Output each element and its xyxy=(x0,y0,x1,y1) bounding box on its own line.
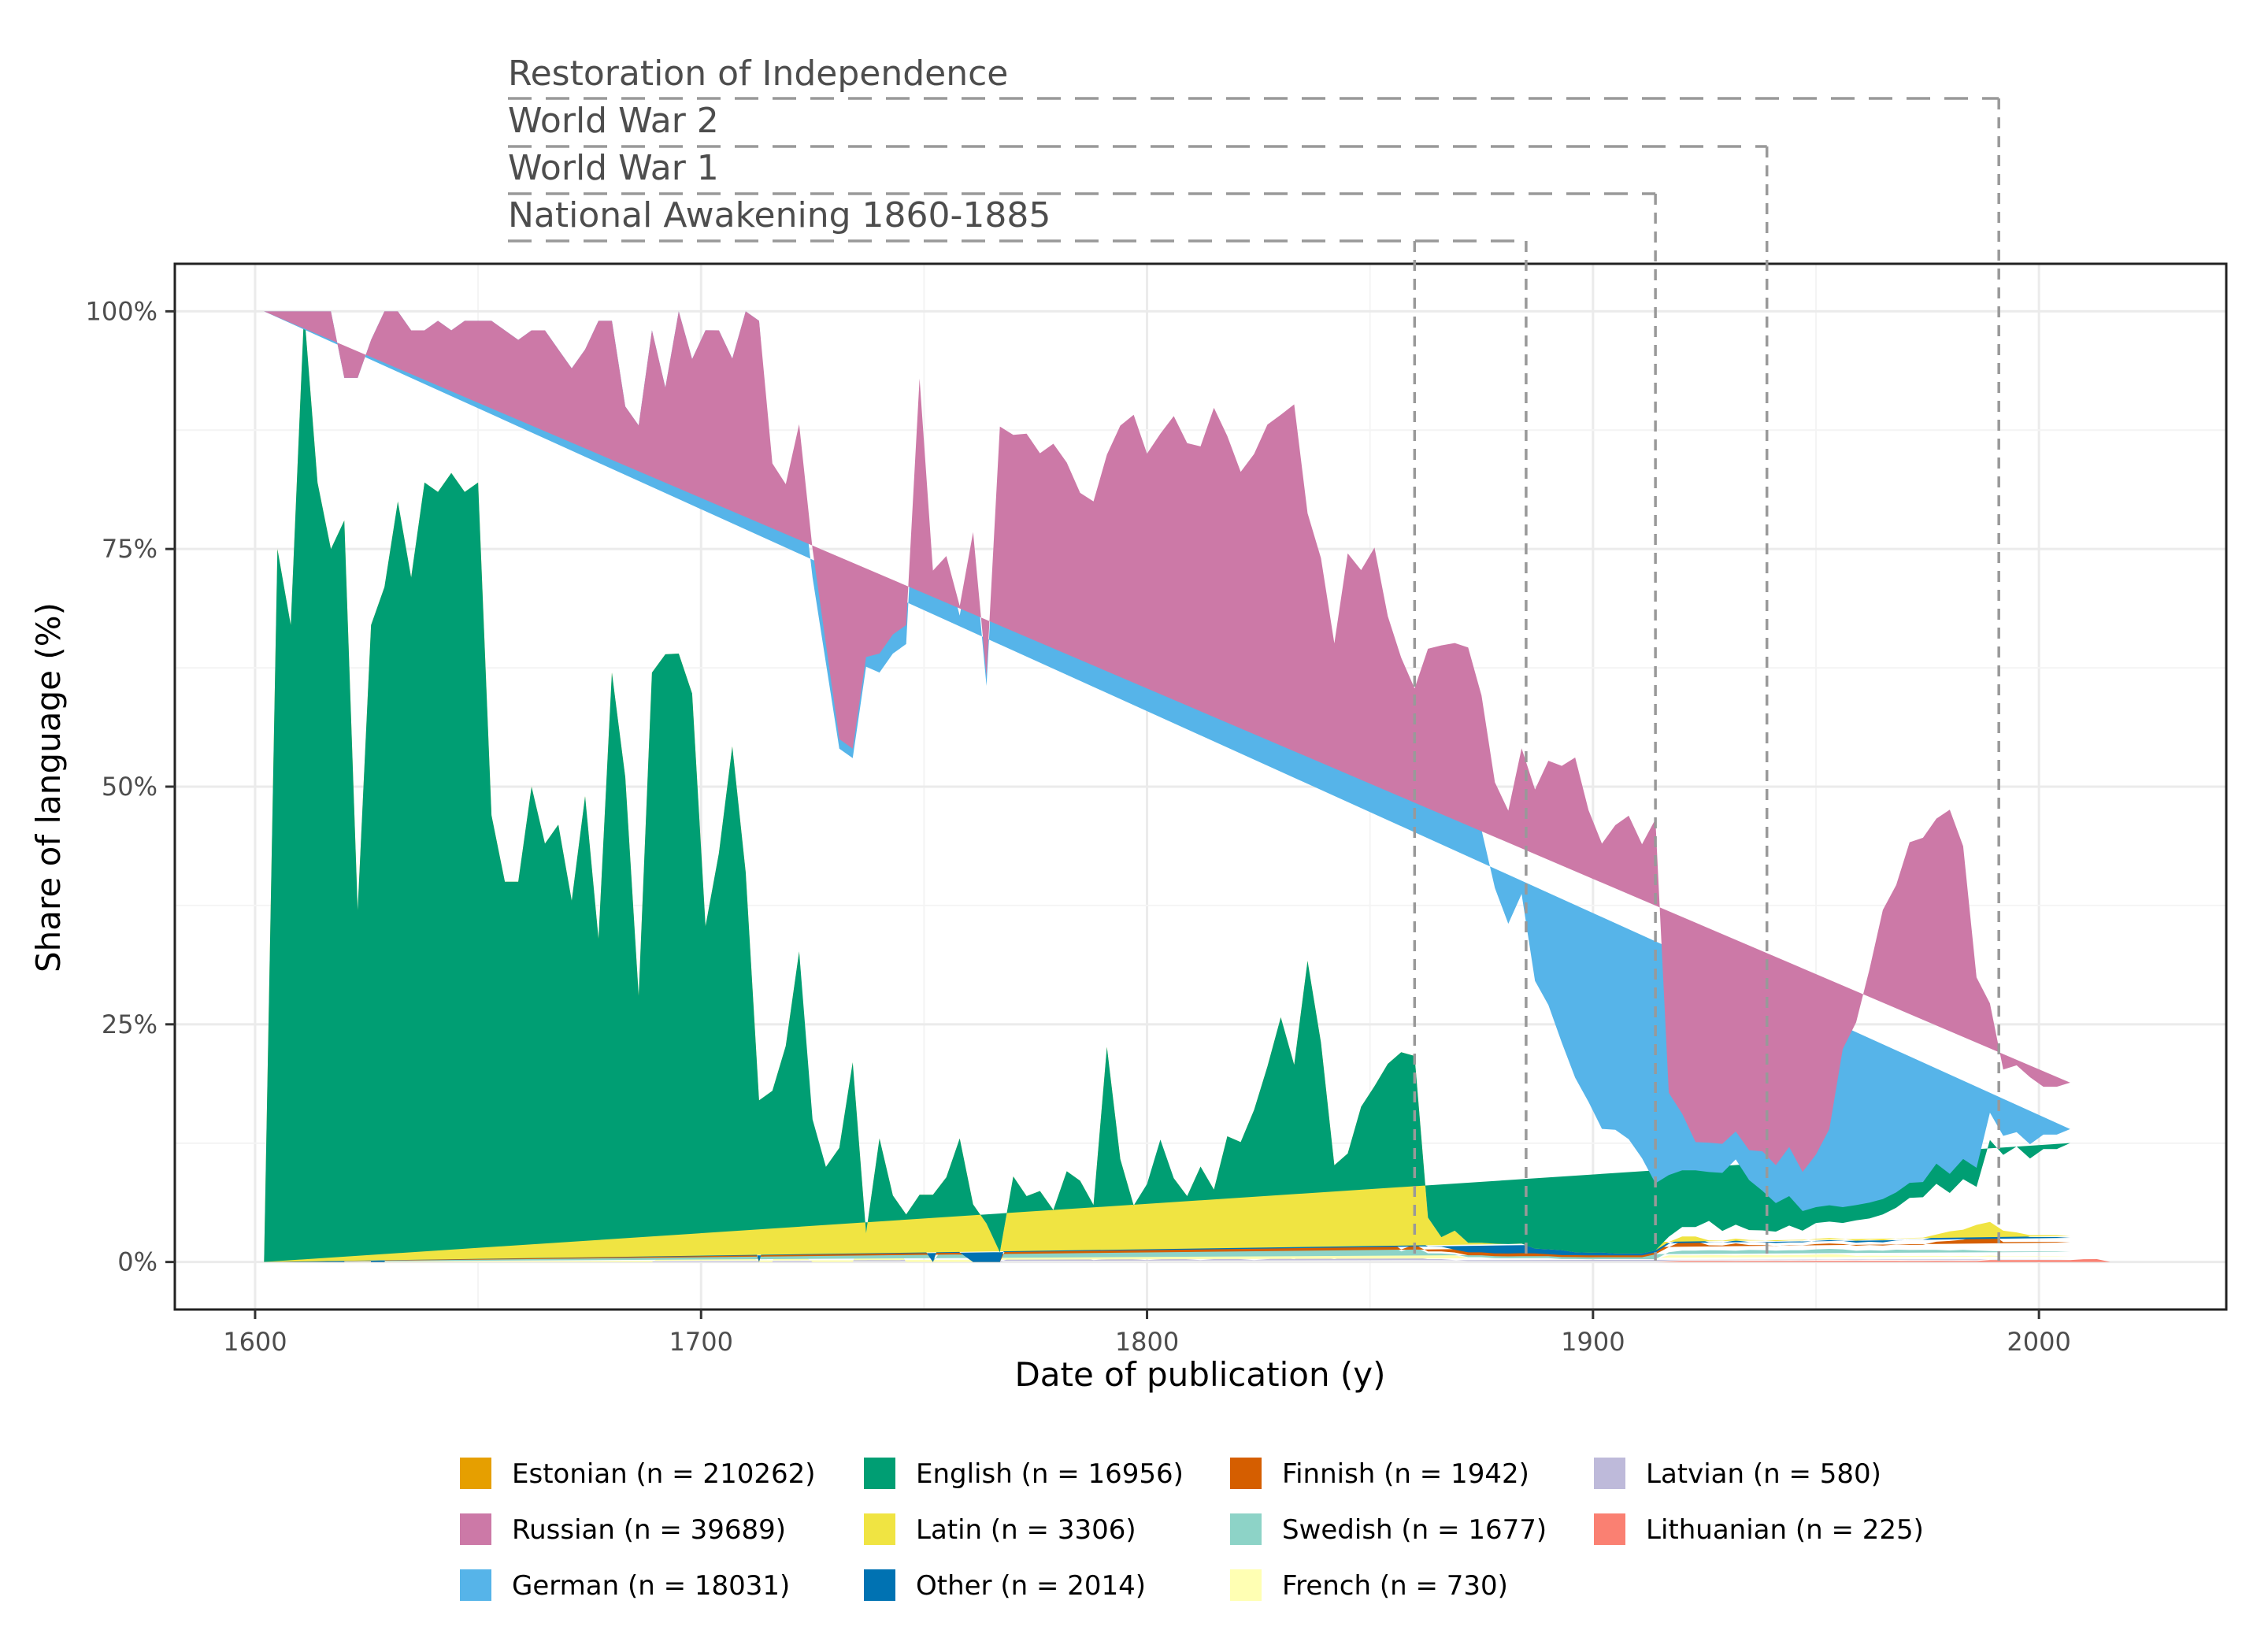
legend-swatch xyxy=(460,1513,491,1545)
event-annotations: Restoration of Independence World War 2 Wo… xyxy=(508,54,2000,1261)
legend-label: French (n = 730) xyxy=(1282,1570,1508,1602)
area-german xyxy=(264,311,2070,1211)
y-axis-title: Share of language (%) xyxy=(29,602,68,972)
legend-swatch xyxy=(1594,1513,1625,1545)
axis-ticks: 1600 1700 1800 1900 2000 0% 25% 50% 75% 100% xyxy=(86,296,2071,1357)
legend-swatch xyxy=(460,1569,491,1601)
y-tick-label: 25% xyxy=(102,1009,158,1039)
x-tick-label: 1800 xyxy=(1115,1327,1179,1357)
x-axis-title: Date of publication (y) xyxy=(1014,1355,1385,1394)
area-lithuanian xyxy=(264,1259,2124,1262)
legend-swatch xyxy=(864,1458,895,1489)
area-series xyxy=(264,311,2124,1262)
legend-swatch xyxy=(864,1569,895,1601)
y-tick-label: 50% xyxy=(102,772,158,802)
legend-swatch xyxy=(1230,1513,1262,1545)
legend-label: Other (n = 2014) xyxy=(916,1570,1146,1602)
event-label: Restoration of Independence xyxy=(508,54,1008,94)
legend-label: Swedish (n = 1677) xyxy=(1282,1514,1547,1546)
legend-label: German (n = 18031) xyxy=(512,1570,790,1602)
legend-swatch xyxy=(460,1458,491,1489)
area-russian xyxy=(264,311,2070,1172)
event-label: World War 2 xyxy=(508,101,719,141)
x-tick-label: 2000 xyxy=(2007,1327,2070,1357)
legend-swatch xyxy=(1230,1458,1262,1489)
y-tick-label: 75% xyxy=(102,534,158,564)
y-tick-label: 100% xyxy=(86,296,158,326)
legend-label: Lithuanian (n = 225) xyxy=(1646,1514,1924,1546)
area-english xyxy=(264,311,2070,1262)
legend-swatch xyxy=(1230,1569,1262,1601)
legend-label: Estonian (n = 210262) xyxy=(512,1458,816,1490)
legend-swatch xyxy=(1594,1458,1625,1489)
legend-label: Latin (n = 3306) xyxy=(916,1514,1136,1546)
legend-label: Russian (n = 39689) xyxy=(512,1514,786,1546)
legend: Estonian (n = 210262) Russian (n = 39689)… xyxy=(460,1458,1924,1602)
x-tick-label: 1600 xyxy=(223,1327,287,1357)
event-label: World War 1 xyxy=(508,148,719,188)
x-tick-label: 1900 xyxy=(1561,1327,1625,1357)
event-label: National Awakening 1860-1885 xyxy=(508,195,1051,235)
legend-label: Finnish (n = 1942) xyxy=(1282,1458,1529,1490)
y-tick-label: 0% xyxy=(117,1247,158,1277)
x-tick-label: 1700 xyxy=(669,1327,733,1357)
legend-label: English (n = 16956) xyxy=(916,1458,1184,1490)
legend-swatch xyxy=(864,1513,895,1545)
legend-label: Latvian (n = 580) xyxy=(1646,1458,1881,1490)
